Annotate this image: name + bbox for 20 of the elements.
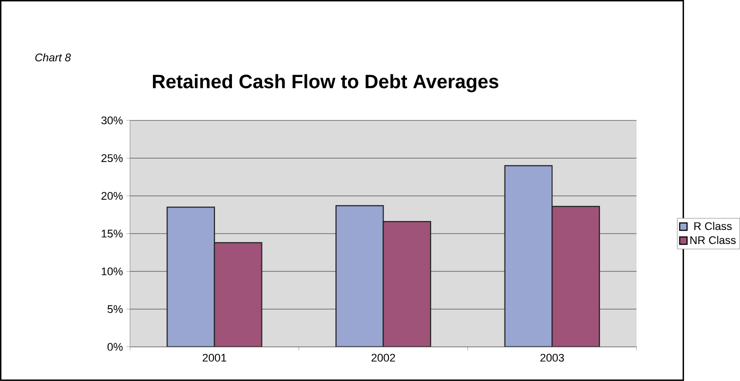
bar [504,165,553,347]
legend-label: R Class [694,222,732,230]
y-tick-label: 20% [101,192,123,200]
caption: Chart 8 [35,53,71,62]
bar [335,205,384,347]
x-tick-label: 2003 [540,354,564,362]
bar [214,242,262,347]
y-tick-label: 25% [101,154,123,162]
bar [552,206,600,347]
y-tick-label: 0% [108,343,123,351]
y-tick-label: 30% [101,116,123,124]
x-tick-label: 2001 [202,354,226,362]
bar [166,206,215,347]
chart-title: Retained Cash Flow to Debt Averages [152,74,498,92]
y-tick-label: 5% [108,305,123,314]
y-tick-label: 15% [102,230,123,238]
legend-label: NR Class [690,236,736,244]
bar [382,221,432,347]
y-tick-label: 10% [102,268,123,276]
x-tick-label: 2002 [372,354,396,362]
